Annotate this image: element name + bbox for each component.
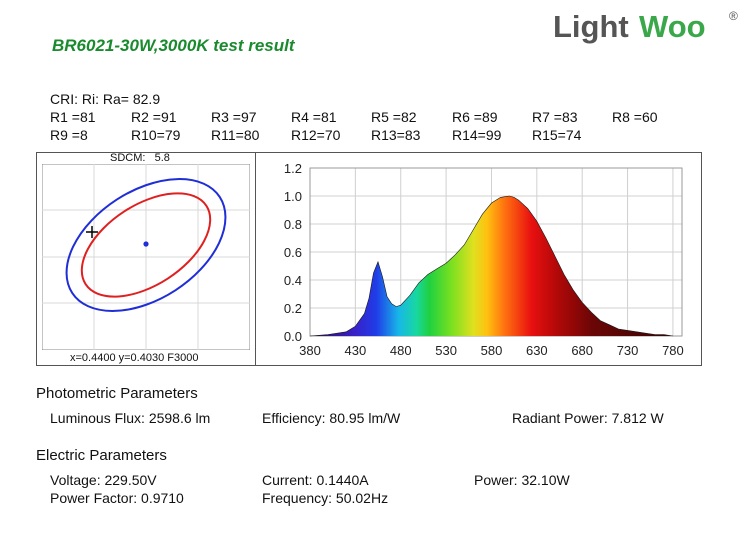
cri-value-r7: R7 =83: [532, 109, 578, 125]
chromaticity-plot: [42, 164, 250, 350]
spectrum-area: [310, 196, 673, 336]
x-tick-380: 380: [299, 343, 321, 358]
cri-value-r6: R6 =89: [452, 109, 498, 125]
y-tick-labels: 0.0 0.2 0.4 0.6 0.8 1.0 1.2: [284, 161, 302, 344]
electric-heading: Electric Parameters: [36, 447, 167, 464]
power: Power: 32.10W: [474, 472, 570, 488]
inner-ellipse: [80, 192, 212, 298]
x-tick-780: 780: [662, 343, 684, 358]
radiant-power: Radiant Power: 7.812 W: [512, 410, 664, 426]
cri-value-r13: R13=83: [371, 127, 421, 143]
panel-divider: [255, 152, 256, 366]
y-tick-0.6: 0.6: [284, 245, 302, 260]
y-tick-1.2: 1.2: [284, 161, 302, 176]
frequency: Frequency: 50.02Hz: [262, 490, 389, 506]
cri-value-r2: R2 =91: [131, 109, 177, 125]
current: Current: 0.1440A: [262, 472, 369, 488]
page-title: BR6021-30W,3000K test result: [52, 36, 295, 55]
cri-value-r12: R12=70: [291, 127, 341, 143]
x-tick-labels: 380 430 480 530 580 630 680 730 780: [299, 343, 684, 358]
x-tick-530: 530: [435, 343, 457, 358]
x-tick-430: 430: [345, 343, 367, 358]
x-tick-580: 580: [481, 343, 503, 358]
cri-value-r1: R1 =81: [50, 109, 96, 125]
cri-value-r8: R8 =60: [612, 109, 658, 125]
x-tick-730: 730: [617, 343, 639, 358]
logo-woo-text: Woo: [639, 9, 706, 44]
cri-value-r9: R9 =8: [50, 127, 88, 143]
voltage: Voltage: 229.50V: [50, 472, 157, 488]
registered-mark: ®: [729, 9, 738, 23]
x-tick-630: 630: [526, 343, 548, 358]
brand-logo: Light Woo ®: [553, 4, 743, 51]
test-point-cross: [86, 226, 98, 238]
cri-value-r11: R11=80: [211, 127, 260, 143]
chromaticity-coords: x=0.4400 y=0.4030 F3000: [70, 352, 199, 364]
outer-ellipse: [65, 178, 227, 312]
luminous-flux: Luminous Flux: 2598.6 lm: [50, 410, 211, 426]
cri-value-r3: R3 =97: [211, 109, 257, 125]
y-tick-0.8: 0.8: [284, 217, 302, 232]
cri-line: CRI: Ri: Ra= 82.9: [50, 91, 161, 107]
chromaticity-point: [143, 241, 149, 247]
sdcm-value: 5.8: [154, 152, 170, 164]
sdcm-readout: SDCM: 5.8: [110, 152, 170, 164]
spectrum-chart: 380 430 480 530 580 630 680 730 780 0.0 0.2 0.4 0.6…: [284, 161, 684, 358]
cri-value-r5: R5 =82: [371, 109, 417, 125]
cri-value-r4: R4 =81: [291, 109, 337, 125]
cri-value-r10: R10=79: [131, 127, 181, 143]
chromaticity-grid: [42, 164, 250, 350]
chart-panel: [36, 152, 702, 366]
y-tick-0.2: 0.2: [284, 301, 302, 316]
photometric-heading: Photometric Parameters: [36, 385, 198, 402]
y-tick-0.4: 0.4: [284, 273, 302, 288]
sdcm-label: SDCM:: [110, 152, 146, 164]
x-tick-480: 480: [390, 343, 412, 358]
x-tick-680: 680: [571, 343, 593, 358]
y-tick-1.0: 1.0: [284, 189, 302, 204]
efficiency: Efficiency: 80.95 lm/W: [262, 410, 401, 426]
cri-value-r15: R15=74: [532, 127, 582, 143]
cri-value-r14: R14=99: [452, 127, 502, 143]
logo-light-text: Light: [553, 9, 629, 44]
spectrum-line: [309, 195, 673, 337]
power-factor: Power Factor: 0.9710: [50, 490, 184, 506]
y-tick-0.0: 0.0: [284, 329, 302, 344]
